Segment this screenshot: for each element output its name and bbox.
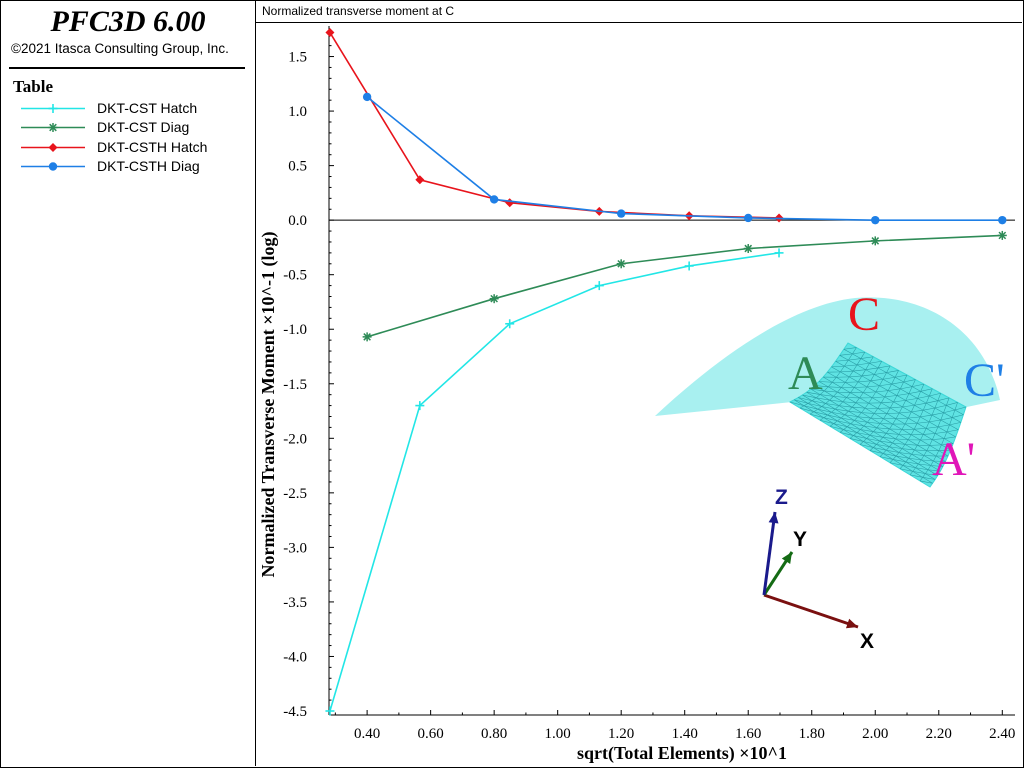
legend-swatch: [21, 142, 85, 152]
data-point: [616, 259, 626, 269]
data-point: [743, 244, 753, 254]
series-line: [366, 96, 1003, 221]
data-point: [616, 209, 626, 218]
legend-marker: [48, 123, 58, 133]
x-tick-label: 2.00: [862, 726, 888, 742]
legend-item-dkt-cst-hatch[interactable]: DKT-CST Hatch: [21, 99, 251, 118]
x-axis-letter: X: [860, 630, 874, 653]
series-dkt-csth-hatch: [325, 28, 784, 223]
legend-marker: [48, 104, 58, 113]
x-axis-arrow: [763, 593, 859, 629]
z-axis-arrow: [762, 511, 779, 596]
geometry-inset: CA C' A': [655, 288, 1005, 488]
series-line: [329, 252, 780, 712]
control-panel: PFC3D 6.00 ©2021 Itasca Consulting Group…: [1, 1, 256, 766]
x-tick-label: 1.60: [735, 726, 761, 742]
y-tick-label: 0.0: [288, 213, 307, 229]
y-tick-label: -2.0: [283, 431, 307, 447]
x-tick-label: 2.40: [989, 726, 1015, 742]
series-dkt-cst-diag: [362, 230, 1007, 342]
divider: [256, 22, 1022, 23]
data-point: [684, 261, 694, 271]
y-axis-arrow: [762, 551, 794, 596]
data-point: [415, 175, 425, 185]
plot-area: 1.5 1.0 0.5 0.0 -0.5 -1.0 -1.5 -2.0 -2.5 -3.0 -3.5…: [258, 26, 1015, 764]
axes-triad: X YZ: [762, 486, 874, 653]
legend-label: DKT-CST Hatch: [97, 100, 198, 116]
label-c: C: [848, 288, 880, 341]
legend-swatch: [21, 104, 85, 113]
data-point: [998, 215, 1007, 225]
data-point: [325, 28, 335, 38]
series-dkt-csth-diag: [362, 92, 1007, 225]
legend-item-dkt-csth-hatch[interactable]: DKT-CSTH Hatch: [21, 138, 251, 157]
label-a: A: [788, 347, 823, 400]
x-tick-label: 0.60: [418, 726, 444, 742]
y-axis-letter: Y: [793, 528, 807, 551]
z-axis-letter: Z: [775, 486, 788, 509]
legend-swatch: [21, 123, 85, 133]
x-tick-label: 2.20: [926, 726, 952, 742]
x-tick-label: 1.00: [545, 726, 571, 742]
legend-swatch: [21, 162, 85, 171]
legend-label: DKT-CSTH Hatch: [97, 138, 208, 155]
legend-item-dkt-cst-diag[interactable]: DKT-CST Diag: [21, 118, 251, 137]
data-point: [325, 706, 335, 716]
data-point: [594, 281, 604, 291]
y-tick-label: 1.0: [288, 104, 307, 120]
legend-marker: [48, 142, 58, 152]
series-line: [366, 234, 1003, 338]
copyright-text: ©2021 Itasca Consulting Group, Inc.: [11, 41, 229, 56]
divider: [9, 67, 245, 69]
data-point: [744, 213, 753, 223]
x-tick-label: 0.80: [481, 726, 507, 742]
label-c-prime: C': [964, 354, 1005, 407]
mesh-lines: [789, 347, 967, 484]
y-tick-label: -3.5: [283, 595, 307, 611]
plot-title: Normalized transverse moment at C: [262, 4, 455, 18]
y-tick-label: 0.5: [288, 159, 307, 175]
legend-label: DKT-CSTH Diag: [97, 157, 200, 174]
y-tick-label: -3.0: [283, 540, 307, 556]
y-tick-label: -1.5: [283, 377, 307, 393]
legend: DKT-CST Hatch DKT-CST Diag DKT-CSTH Hatch D…: [21, 99, 251, 176]
data-point: [997, 230, 1007, 240]
legend-item-dkt-csth-diag[interactable]: DKT-CSTH Diag: [21, 157, 251, 176]
x-axis-title: sqrt(Total Elements) ×10^1: [577, 743, 787, 764]
data-point: [774, 248, 784, 258]
x-tick-label: 1.80: [799, 726, 825, 742]
x-tick-label: 1.40: [672, 726, 698, 742]
y-axis-title: Normalized Transverse Moment ×10^-1 (log…: [258, 232, 279, 578]
y-tick-label: -4.0: [283, 649, 307, 665]
y-tick-label: 1.5: [288, 50, 307, 66]
series-dkt-cst-hatch: [325, 248, 784, 716]
x-tick-label: 0.40: [354, 726, 380, 742]
data-point: [871, 215, 880, 225]
data-point: [489, 195, 499, 204]
data-point: [415, 401, 425, 411]
data-point: [870, 236, 880, 246]
y-tick-label: -4.5: [283, 704, 307, 720]
series-line: [329, 32, 780, 219]
legend-heading: Table: [13, 77, 54, 96]
x-tick-label: 1.20: [608, 726, 634, 742]
data-point: [505, 198, 515, 208]
y-tick-label: -0.5: [283, 268, 307, 284]
data-point: [362, 92, 372, 102]
y-tick-label: -1.0: [283, 322, 307, 338]
label-a-prime: A': [932, 433, 975, 486]
app-title: PFC3D 6.00: [50, 5, 206, 38]
data-point: [362, 332, 372, 342]
legend-marker: [48, 162, 58, 171]
data-point: [489, 294, 499, 304]
y-tick-label: -2.5: [283, 486, 307, 502]
data-point: [505, 319, 515, 329]
legend-label: DKT-CST Diag: [97, 119, 190, 136]
